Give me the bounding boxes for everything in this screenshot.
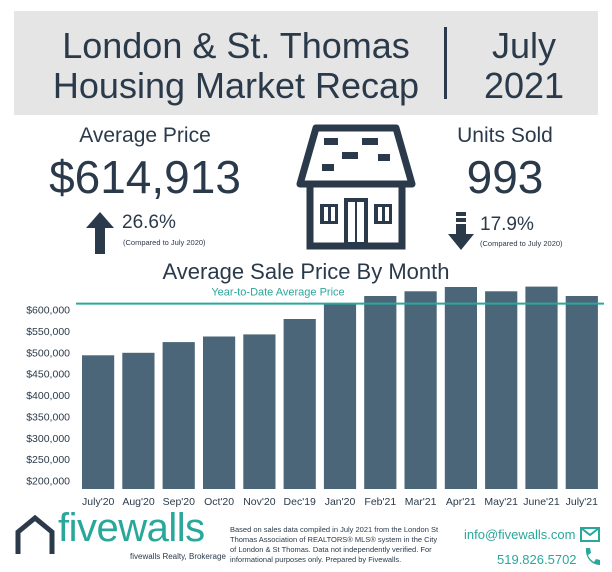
y-tick-label: $350,000 (26, 411, 70, 423)
ytd-average-label: Year-to-Date Average Price (211, 287, 344, 299)
y-tick-label: $450,000 (26, 369, 70, 381)
x-tick-label: Dec'19 (284, 496, 317, 508)
header-divider (444, 27, 447, 99)
x-tick-label: Mar'21 (405, 496, 437, 508)
x-tick-label: Nov'20 (243, 496, 276, 508)
x-tick-label: May'21 (484, 496, 518, 508)
title-line-2: Housing Market Recap (52, 65, 420, 106)
brand-subtitle: fivewalls Realty, Brokerage (130, 552, 226, 561)
chart-title: Average Sale Price By Month (162, 259, 450, 284)
disclaimer-text: Based on sales data compiled in July 202… (230, 525, 439, 564)
report-month: July (491, 25, 557, 66)
x-tick-label: Feb'21 (364, 496, 396, 508)
title-line-1: London & St. Thomas (62, 25, 410, 66)
brand-logo: fivewalls (58, 506, 205, 550)
y-tick-label: $550,000 (26, 326, 70, 338)
average-price-value: $614,913 (49, 151, 241, 203)
phone-link[interactable]: 519.826.5702 (497, 552, 577, 567)
y-tick-label: $500,000 (26, 347, 70, 359)
x-tick-label: June'21 (523, 496, 560, 508)
units-sold-note: (Compared to July 2020) (480, 239, 563, 248)
arrow-up-icon (86, 212, 114, 254)
units-sold-label: Units Sold (457, 124, 553, 147)
bar (404, 291, 437, 489)
phone-icon (585, 548, 600, 565)
units-sold-change: 17.9% (480, 214, 534, 235)
bar (82, 355, 115, 489)
bar (122, 352, 155, 489)
bar (283, 319, 316, 489)
arrow-down-icon (448, 212, 474, 250)
email-link[interactable]: info@fivewalls.com (464, 527, 576, 542)
bar (565, 296, 598, 489)
bar (203, 336, 236, 489)
units-sold-value: 993 (466, 151, 544, 203)
header-banner: London & St. Thomas Housing Market Recap… (14, 11, 598, 115)
average-price-note: (Compared to July 2020) (123, 238, 206, 247)
house-icon (296, 124, 416, 250)
x-tick-label: July'20 (82, 496, 115, 508)
bar-chart: $200,000 $250,000 $300,000 $350,000 $400,000… (26, 286, 604, 508)
y-tick-label: $300,000 (26, 433, 70, 445)
bar (444, 287, 477, 489)
logo-house-icon (15, 514, 55, 554)
bar (243, 334, 276, 489)
y-tick-label: $200,000 (26, 475, 70, 487)
bar (162, 342, 195, 489)
x-tick-label: Sep'20 (163, 496, 196, 508)
page-title: London & St. Thomas Housing Market Recap (46, 26, 426, 106)
bar (364, 296, 397, 489)
bar (485, 291, 518, 489)
y-tick-label: $250,000 (26, 454, 70, 466)
x-tick-label: Aug'20 (122, 496, 155, 508)
y-tick-label: $400,000 (26, 390, 70, 402)
average-price-label: Average Price (79, 124, 211, 147)
envelope-icon (580, 527, 600, 542)
y-tick-label: $600,000 (26, 305, 70, 317)
bar (525, 286, 558, 489)
x-tick-label: Jan'20 (325, 496, 356, 508)
bar (323, 304, 357, 489)
x-tick-label: Oct'20 (204, 496, 234, 508)
report-year: 2021 (483, 65, 565, 106)
x-tick-label: Apr'21 (446, 496, 476, 508)
report-date: July 2021 (464, 26, 584, 106)
x-tick-label: July'21 (566, 496, 599, 508)
average-price-change: 26.6% (122, 212, 176, 233)
